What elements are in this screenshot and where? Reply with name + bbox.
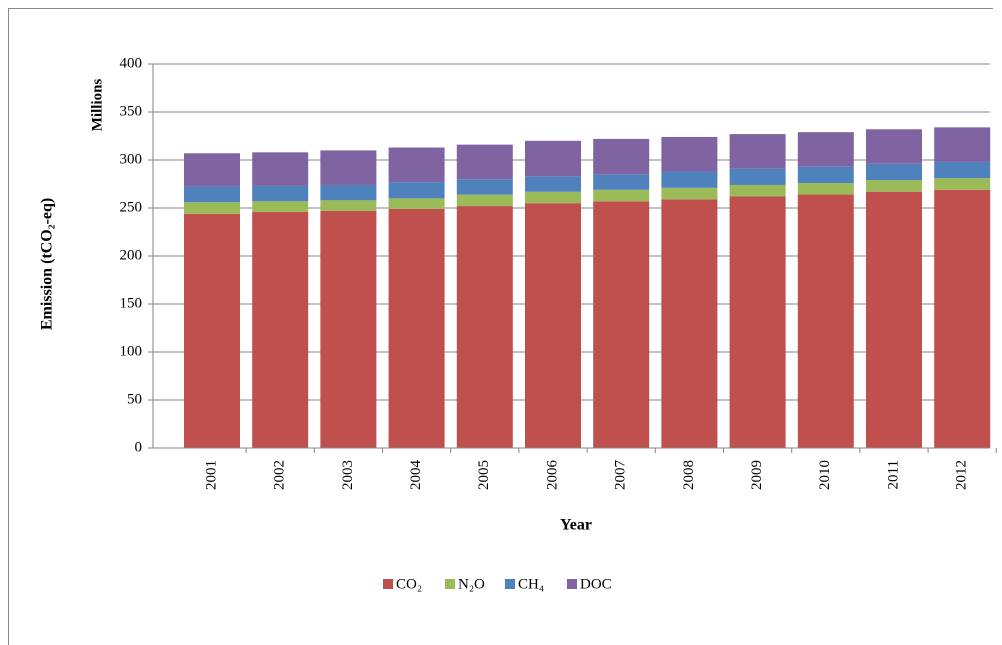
legend-swatch [567,579,577,589]
bar-segment [934,178,991,190]
y-tick-label: 350 [120,103,143,119]
bar-segment [593,201,650,448]
legend-label: CO₂ [396,576,422,592]
bar-segment [525,140,581,177]
x-tick-label: 2008 [681,460,697,490]
bar-segment [934,127,991,162]
y-axis-unit: Millions [89,79,105,132]
bar-segment [661,136,718,172]
bar-segment [729,134,786,169]
bar-segment [797,132,854,167]
bar-segment [456,194,513,207]
legend-label: N₂O [458,576,485,592]
y-tick-label: 300 [120,151,143,167]
bar-segment [525,191,581,204]
bar-segment [866,191,922,448]
bar-segment [388,198,445,209]
bar-segment [184,186,240,203]
bar-segment [729,168,786,185]
bar-segment [456,206,513,448]
bar-segment [797,166,854,184]
y-tick-label: 50 [127,391,142,407]
x-tick-label: 2006 [544,460,560,491]
bar-segment [661,171,718,188]
x-tick-label: 2005 [476,460,492,490]
bar-segment [593,174,650,190]
y-tick-label: 150 [120,295,143,311]
y-axis-label: Emission (tCO₂-eq) [39,198,56,330]
bar-segment [866,163,922,181]
x-axis-label: Year [560,517,592,534]
x-tick-label: 2011 [885,460,901,489]
chart-border [8,8,993,645]
bar-segment [729,196,786,448]
bar-segment [252,185,309,202]
x-tick-label: 2012 [954,460,970,490]
bar-segment [320,150,377,185]
bar-segment [797,183,854,195]
x-tick-label: 2010 [817,460,833,490]
bar-segment [525,203,581,448]
bar-segment [252,152,309,186]
x-tick-label: 2003 [340,460,356,490]
bar-segment [320,200,377,211]
bar-segment [252,201,309,212]
x-tick-label: 2001 [203,460,219,490]
bar-segment [388,147,445,183]
bar-segment [525,176,581,192]
bar-segment [252,211,309,448]
bar-segment [729,184,786,197]
bar-segment [593,189,650,202]
bar-segment [593,138,650,175]
legend-swatch [445,579,455,589]
bar-segment [661,199,718,448]
bar-segment [388,182,445,199]
y-tick-label: 100 [120,343,143,359]
y-tick-label: 400 [120,55,143,71]
bar-segment [320,184,377,201]
bar-segment [934,189,991,448]
y-tick-label: 250 [120,199,143,215]
legend-swatch [383,579,393,589]
bar-segment [866,129,922,164]
x-tick-label: 2007 [613,460,629,491]
y-tick-label: 200 [120,247,143,263]
bar-segment [388,208,445,448]
x-tick-label: 2002 [272,460,288,490]
x-tick-label: 2009 [749,460,765,490]
bar-segment [456,179,513,195]
bar-segment [184,153,240,187]
legend-label: DOC [580,576,612,592]
bar-segment [934,161,991,179]
bar-segment [456,144,513,180]
bar-segment [866,180,922,192]
bar-segment [184,202,240,214]
bar-segment [184,213,240,448]
legend-label: CH₄ [518,576,544,592]
legend-swatch [505,579,515,589]
x-tick-label: 2004 [408,460,424,491]
bar-segment [661,187,718,200]
y-tick-label: 0 [135,439,143,455]
bar-segment [320,210,377,448]
bar-segment [797,194,854,448]
